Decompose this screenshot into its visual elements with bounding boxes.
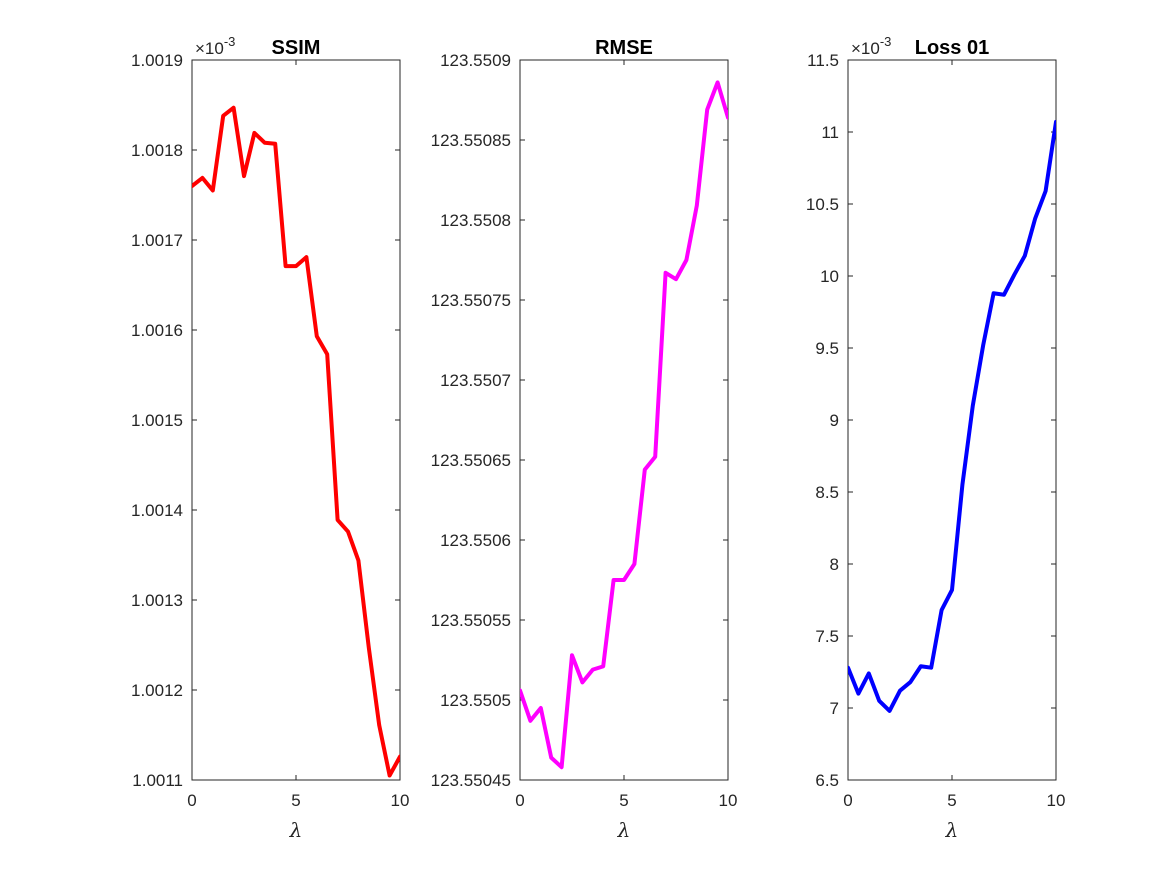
loss-chart-title: Loss 01 <box>915 37 989 59</box>
ssim-ytick-label: 1.0018 <box>131 141 183 160</box>
loss-ytick-label: 6.5 <box>815 771 839 790</box>
loss-ytick-label: 7 <box>830 699 839 718</box>
rmse-x-axis-label: λ <box>617 818 631 842</box>
loss-xtick-label: 0 <box>843 791 852 810</box>
loss-xtick-label: 5 <box>947 791 956 810</box>
rmse-ytick-label: 123.5506 <box>440 531 511 550</box>
loss-x-axis-label: λ <box>945 818 959 842</box>
ssim-chart-title: SSIM <box>272 37 321 59</box>
rmse-ytick-label: 123.5505 <box>440 691 511 710</box>
rmse-ytick-label: 123.55075 <box>431 291 511 310</box>
loss-ytick-label: 9.5 <box>815 339 839 358</box>
rmse-chart-title: RMSE <box>595 37 653 59</box>
loss-series-line <box>848 119 1056 713</box>
rmse-series-line <box>520 80 728 770</box>
ssim-ytick-label: 1.0017 <box>131 231 183 250</box>
rmse-ytick-label: 123.5509 <box>440 51 511 70</box>
rmse-ytick-label: 123.55085 <box>431 131 511 150</box>
rmse-ytick-label: 123.5508 <box>440 211 511 230</box>
ssim-exponent-power: -3 <box>224 34 236 49</box>
ssim-ytick-label: 1.0019 <box>131 51 183 70</box>
ssim-xtick-label: 5 <box>291 791 300 810</box>
loss-xtick-label: 10 <box>1047 791 1066 810</box>
loss-ytick-label: 10.5 <box>806 195 839 214</box>
rmse-axes-box <box>519 59 729 781</box>
ssim-xtick-label: 0 <box>187 791 196 810</box>
rmse-ytick-label: 123.55065 <box>431 451 511 470</box>
ssim-series-line <box>192 105 400 778</box>
loss-ytick-label: 11 <box>821 123 839 142</box>
ssim-ytick-label: 1.0016 <box>131 321 183 340</box>
loss-chart: 6.5 7 7.5 8 8.5 9 9.5 10 10.5 11 11.5 0 5 10 λ Loss 01 ×… <box>806 34 1066 842</box>
loss-exponent-power: -3 <box>880 34 892 49</box>
ssim-xtick-label: 10 <box>391 791 410 810</box>
ssim-axes-box <box>191 59 401 781</box>
rmse-xtick-label: 10 <box>719 791 738 810</box>
rmse-xtick-label: 0 <box>515 791 524 810</box>
ssim-ytick-label: 1.0013 <box>131 591 183 610</box>
ssim-ytick-label: 1.0014 <box>131 501 183 520</box>
ssim-exponent-label: ×10-3 <box>195 34 235 58</box>
loss-ytick-label: 9 <box>830 411 839 430</box>
loss-exponent-label: ×10-3 <box>851 34 891 58</box>
rmse-xtick-label: 5 <box>619 791 628 810</box>
loss-axes-box <box>847 59 1057 781</box>
loss-ytick-label: 8 <box>830 555 839 574</box>
loss-exponent-base: ×10 <box>851 39 880 58</box>
ssim-ytick-label: 1.0015 <box>131 411 183 430</box>
ssim-x-axis-label: λ <box>289 818 303 842</box>
loss-ytick-label: 7.5 <box>815 627 839 646</box>
loss-ytick-label: 8.5 <box>815 483 839 502</box>
ssim-ytick-label: 1.0011 <box>132 771 183 790</box>
ssim-exponent-base: ×10 <box>195 39 224 58</box>
rmse-ytick-label: 123.55055 <box>431 611 511 630</box>
rmse-ytick-label: 123.5507 <box>440 371 511 390</box>
ssim-ytick-label: 1.0012 <box>131 681 183 700</box>
rmse-ytick-label: 123.55045 <box>431 771 511 790</box>
loss-ytick-label: 10 <box>820 267 839 286</box>
rmse-chart: 123.55045 123.5505 123.55055 123.5506 123.55… <box>431 37 738 842</box>
ssim-chart: 1.0011 1.0012 1.0013 1.0014 1.0015 1.0016 1.00… <box>131 34 409 842</box>
loss-ytick-label: 11.5 <box>807 51 839 70</box>
